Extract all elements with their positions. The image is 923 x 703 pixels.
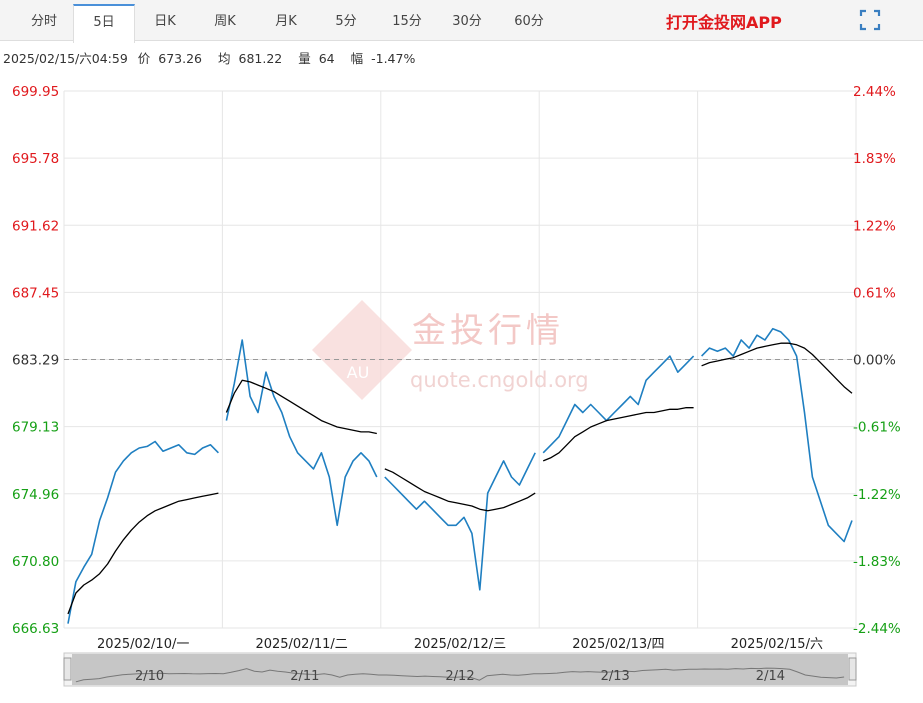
x-tick-label: 2025/02/13/四 bbox=[572, 637, 664, 652]
navigator-label: 2/13 bbox=[601, 669, 630, 684]
x-tick-label: 2025/02/15/六 bbox=[731, 637, 823, 652]
period-tab-bar: 分时 5日 日K 周K 月K 5分 15分 30分 60分 打开金投网APP bbox=[0, 0, 923, 43]
info-price: 673.26 bbox=[158, 51, 203, 66]
navigator-label: 2/12 bbox=[445, 669, 474, 684]
y-tick-label-right: -0.61% bbox=[853, 420, 901, 436]
price-series-line bbox=[225, 339, 378, 527]
price-series-line bbox=[542, 355, 695, 454]
x-tick-label: 2025/02/10/一 bbox=[97, 637, 189, 652]
tab-5day[interactable]: 5日 bbox=[73, 4, 135, 43]
navigator-label: 2/10 bbox=[135, 669, 164, 684]
tab-fenshi[interactable]: 分时 bbox=[30, 14, 57, 29]
price-series-line bbox=[384, 452, 536, 591]
navigator-window[interactable] bbox=[72, 654, 848, 685]
y-tick-label-right: 1.22% bbox=[853, 218, 896, 234]
tab-30min[interactable]: 30分 bbox=[452, 14, 482, 29]
y-tick-label-left: 670.80 bbox=[12, 554, 59, 570]
y-tick-label-left: 695.78 bbox=[12, 151, 59, 167]
navigator-label: 2/11 bbox=[290, 669, 319, 684]
x-tick-label: 2025/02/11/二 bbox=[255, 637, 347, 652]
tab-60min[interactable]: 60分 bbox=[514, 14, 544, 29]
info-price-label: 价 bbox=[137, 51, 151, 66]
average-series-line bbox=[225, 379, 377, 435]
tab-weekly-k[interactable]: 周K bbox=[214, 14, 236, 29]
average-series-line bbox=[67, 492, 219, 615]
navigator-left-handle[interactable] bbox=[63, 657, 72, 681]
price-series-line bbox=[67, 440, 219, 624]
info-datetime: 2025/02/15/六04:59 bbox=[3, 51, 128, 66]
watermark-logo-text: AU bbox=[347, 363, 370, 382]
watermark-logo-icon bbox=[312, 300, 412, 400]
y-tick-label-right: 0.00% bbox=[853, 353, 896, 369]
info-avg-label: 均 bbox=[218, 51, 231, 66]
y-tick-label-right: 1.83% bbox=[853, 151, 896, 167]
y-tick-label-right: -1.22% bbox=[853, 487, 901, 503]
info-volume-label: 量 bbox=[298, 51, 311, 66]
navigator-track[interactable] bbox=[63, 652, 857, 687]
fullscreen-icon[interactable] bbox=[858, 8, 882, 32]
y-tick-label-left: 674.96 bbox=[12, 487, 59, 503]
y-tick-label-left: 687.45 bbox=[12, 285, 59, 301]
y-tick-label-left: 683.29 bbox=[12, 353, 59, 369]
y-tick-label-left: 679.13 bbox=[12, 420, 59, 436]
info-avg: 681.22 bbox=[238, 51, 283, 66]
open-app-link[interactable]: 打开金投网APP bbox=[666, 13, 782, 32]
y-tick-label-left: 699.95 bbox=[12, 84, 59, 100]
navigator-price-line bbox=[75, 667, 845, 683]
tab-daily-k[interactable]: 日K bbox=[154, 14, 176, 29]
y-tick-label-left: 666.63 bbox=[12, 621, 59, 637]
tab-monthly-k[interactable]: 月K bbox=[275, 14, 297, 29]
tab-5min[interactable]: 5分 bbox=[335, 14, 357, 29]
navigator-right-handle[interactable] bbox=[848, 657, 857, 681]
y-tick-label-right: 2.44% bbox=[853, 84, 896, 100]
x-tick-label: 2025/02/12/三 bbox=[414, 637, 506, 652]
info-change-label: 幅 bbox=[350, 51, 364, 66]
tab-15min[interactable]: 15分 bbox=[392, 14, 422, 29]
info-change: -1.47% bbox=[371, 51, 416, 66]
y-tick-label-left: 691.62 bbox=[12, 218, 59, 234]
y-tick-label-right: -2.44% bbox=[853, 621, 901, 637]
y-tick-label-right: 0.61% bbox=[853, 285, 896, 301]
watermark-url: quote.cngold.org bbox=[410, 368, 589, 392]
average-series-line bbox=[384, 468, 536, 512]
average-series-line bbox=[542, 407, 694, 462]
info-volume: 64 bbox=[318, 51, 335, 66]
quote-info-bar: 2025/02/15/六04:59 价 673.26 均 681.22 量 64… bbox=[3, 48, 415, 67]
y-tick-label-right: -1.83% bbox=[853, 554, 901, 570]
navigator-label: 2/14 bbox=[756, 669, 785, 684]
watermark: AU 金投行情 quote.cngold.org bbox=[312, 300, 589, 400]
price-series-line bbox=[701, 327, 853, 543]
watermark-brand: 金投行情 bbox=[412, 311, 564, 351]
average-series-line bbox=[701, 342, 853, 394]
